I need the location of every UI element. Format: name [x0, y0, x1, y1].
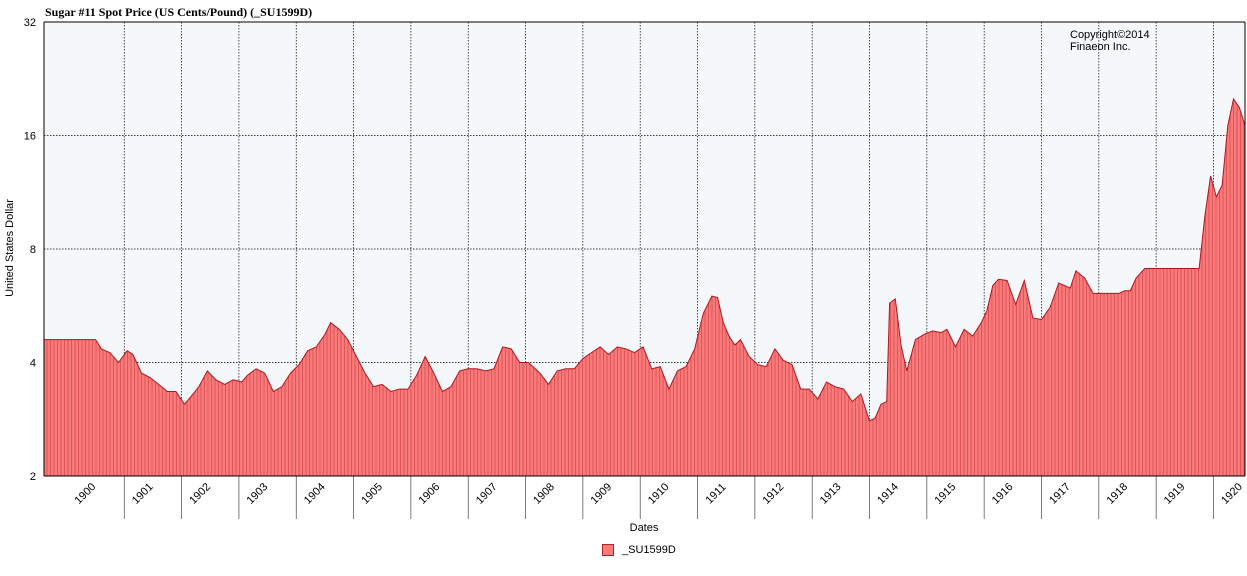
- x-tick-label: 1918: [1104, 481, 1130, 507]
- x-tick-label: 1917: [1047, 481, 1073, 507]
- x-tick-label: 1902: [187, 481, 213, 507]
- y-tick-label: 4: [30, 358, 36, 370]
- x-tick-label: 1907: [474, 481, 500, 507]
- y-tick-label: 8: [30, 244, 36, 256]
- chart-title: Sugar #11 Spot Price (US Cents/Pound) (_…: [45, 5, 313, 19]
- x-tick-label: 1910: [646, 481, 672, 507]
- x-tick-label: 1916: [990, 481, 1016, 507]
- copyright-line: Copyright©2014: [1070, 29, 1150, 41]
- x-tick-label: 1901: [130, 481, 156, 507]
- legend-label: _SU1599D: [622, 544, 676, 556]
- y-tick-label: 16: [24, 131, 36, 143]
- legend-swatch: [602, 544, 614, 556]
- x-tick-label: 1915: [932, 481, 958, 507]
- x-axis-title: Dates: [630, 522, 659, 534]
- x-tick-label: 1913: [818, 481, 844, 507]
- x-tick-label: 1919: [1162, 481, 1188, 507]
- series-line: [44, 97, 1246, 422]
- copyright-annotation: Copyright©2014 Finaeon Inc.: [1070, 29, 1150, 53]
- x-tick-label: 1903: [245, 481, 271, 507]
- x-tick-label: 1905: [359, 481, 385, 507]
- x-tick-label: 1906: [417, 481, 443, 507]
- copyright-line: Finaeon Inc.: [1070, 41, 1131, 53]
- x-tick-label: 1908: [531, 481, 557, 507]
- y-axis-title: United States Dollar: [4, 199, 16, 297]
- legend: _SU1599D: [602, 544, 676, 556]
- x-tick-label: 1920: [1219, 481, 1245, 507]
- y-tick-label: 2: [30, 471, 36, 483]
- x-tick-label: 1911: [703, 481, 728, 506]
- x-tick-label: 1909: [589, 481, 615, 507]
- x-tick-label: 1912: [760, 481, 786, 507]
- x-tick-label: 1900: [73, 481, 99, 507]
- x-tick-label: 1904: [302, 481, 328, 507]
- y-tick-label: 32: [24, 17, 36, 29]
- x-tick-label: 1914: [875, 481, 901, 507]
